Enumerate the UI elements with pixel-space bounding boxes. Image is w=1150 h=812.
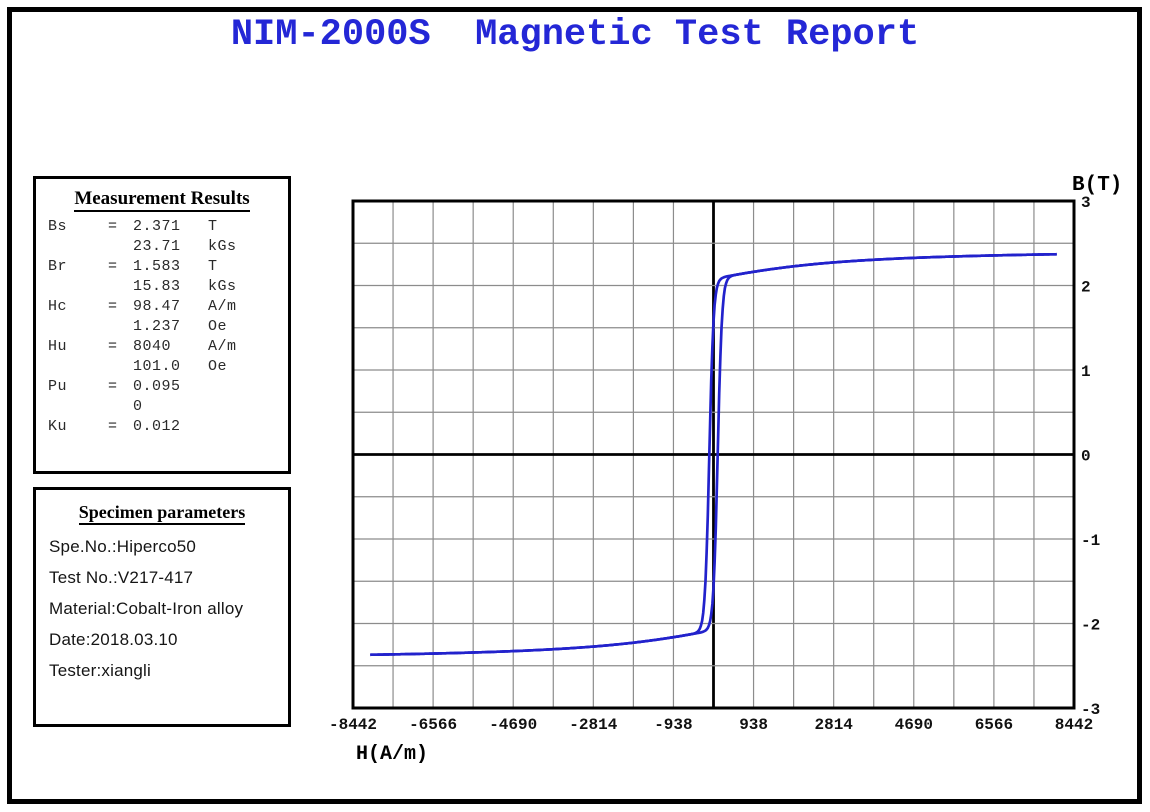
measurement-value: 0.095 [133,378,181,395]
x-tick-label: -4690 [489,716,537,734]
hysteresis-descending-branch [369,252,1058,657]
measurement-unit: T [208,218,218,235]
x-tick-label: 938 [739,716,768,734]
measurement-name: Pu [48,378,68,395]
measurement-row: 0 [36,397,288,417]
measurement-row: Hc = 98.47 A/m [36,297,288,317]
measurement-row: Hu = 8040 A/m [36,337,288,357]
measurement-eq: = [108,258,118,275]
x-tick-label: -8442 [329,716,377,734]
measurement-unit: A/m [208,298,237,315]
x-tick-label: -2814 [569,716,617,734]
measurement-unit: Oe [208,318,228,335]
y-tick-label: 3 [1081,194,1091,212]
x-tick-label: 8442 [1055,716,1093,734]
report-title: NIM-2000S Magnetic Test Report [230,14,920,56]
specimen-parameters-title: Specimen parameters [36,502,288,525]
specimen-parameter-line: Test No.:V217-417 [49,568,194,587]
y-tick-label: -3 [1081,701,1100,719]
x-tick-label: 4690 [895,716,933,734]
measurement-row: Ku = 0.012 [36,417,288,437]
measurement-unit: T [208,258,218,275]
measurement-eq: = [108,338,118,355]
measurement-results-panel: Measurement Results Bs = 2.371 T 23.71 kGs Br =… [33,176,291,474]
y-tick-label: 1 [1081,363,1091,381]
measurement-name: Hu [48,338,68,355]
measurement-name: Br [48,258,68,275]
measurement-results-title: Measurement Results [36,188,288,212]
measurement-value: 23.71 [133,238,181,255]
measurement-value: 0.012 [133,418,181,435]
measurement-value: 8040 [133,338,172,355]
measurement-name: Ku [48,418,68,435]
y-tick-label: 0 [1081,448,1091,466]
specimen-parameters-panel: Specimen parameters Spe.No.:Hiperco50 Tes… [33,487,291,727]
measurement-eq: = [108,218,118,235]
measurement-row: Pu = 0.095 [36,377,288,397]
measurement-unit: kGs [208,278,237,295]
x-tick-label: 2814 [814,716,853,734]
y-tick-label: -1 [1081,532,1100,550]
measurement-row: Br = 1.583 T [36,257,288,277]
y-axis-title: B(T) [1072,174,1122,197]
specimen-parameters-title-text: Specimen parameters [78,502,246,525]
measurement-value: 2.371 [133,218,181,235]
x-tick-label: -6566 [409,716,457,734]
plot-border [351,199,1076,710]
measurement-results-table: Bs = 2.371 T 23.71 kGs Br = 1.583 T 15.83 kGs Hc = 98.… [36,217,288,437]
specimen-parameters-list: Spe.No.:Hiperco50 Test No.:V217-417 Materi… [36,531,288,686]
measurement-unit: kGs [208,238,237,255]
x-tick-label: 6566 [975,716,1013,734]
measurement-unit: Oe [208,358,228,375]
measurement-eq: = [108,418,118,435]
measurement-row: 101.0 Oe [36,357,288,377]
x-axis-title: H(A/m) [356,743,428,766]
measurement-row: Bs = 2.371 T [36,217,288,237]
measurement-row: 23.71 kGs [36,237,288,257]
specimen-parameter-line: Date:2018.03.10 [49,630,178,649]
measurement-eq: = [108,298,118,315]
measurement-name: Hc [48,298,68,315]
measurement-row: 15.83 kGs [36,277,288,297]
measurement-results-title-text: Measurement Results [74,188,250,212]
measurement-row: 1.237 Oe [36,317,288,337]
measurement-value: 0 [133,398,143,415]
measurement-name: Bs [48,218,68,235]
measurement-unit: A/m [208,338,237,355]
measurement-value: 101.0 [133,358,181,375]
y-tick-label: -2 [1081,617,1100,635]
specimen-parameter-line: Spe.No.:Hiperco50 [49,537,197,556]
measurement-value: 1.583 [133,258,181,275]
x-tick-label: -938 [654,716,692,734]
specimen-parameter-line: Material:Cobalt-Iron alloy [49,599,244,618]
measurement-value: 98.47 [133,298,181,315]
measurement-value: 15.83 [133,278,181,295]
measurement-value: 1.237 [133,318,181,335]
specimen-parameter-line: Tester:xiangli [49,661,152,680]
y-tick-label: 2 [1081,279,1091,297]
measurement-eq: = [108,378,118,395]
